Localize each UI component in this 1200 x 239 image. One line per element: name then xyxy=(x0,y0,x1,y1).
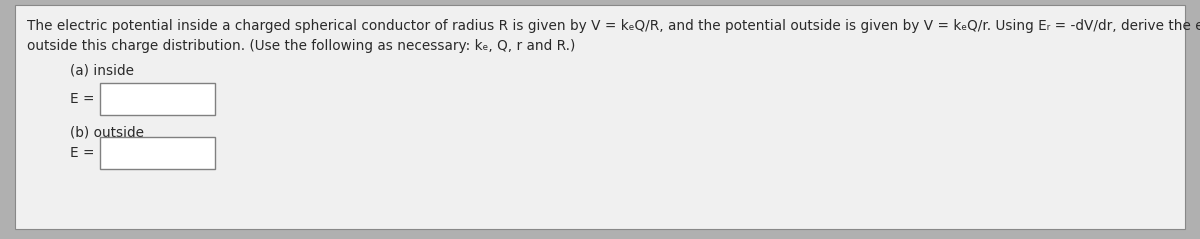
Text: (b) outside: (b) outside xyxy=(70,125,144,139)
Text: The electric potential inside a charged spherical conductor of radius R is given: The electric potential inside a charged … xyxy=(28,19,1200,33)
Text: E =: E = xyxy=(70,92,98,106)
Text: E =: E = xyxy=(70,146,98,160)
Bar xyxy=(100,83,215,115)
Text: (a) inside: (a) inside xyxy=(70,63,134,77)
Text: outside this charge distribution. (Use the following as necessary: kₑ, Q, r and : outside this charge distribution. (Use t… xyxy=(28,39,575,53)
Bar xyxy=(100,137,215,169)
